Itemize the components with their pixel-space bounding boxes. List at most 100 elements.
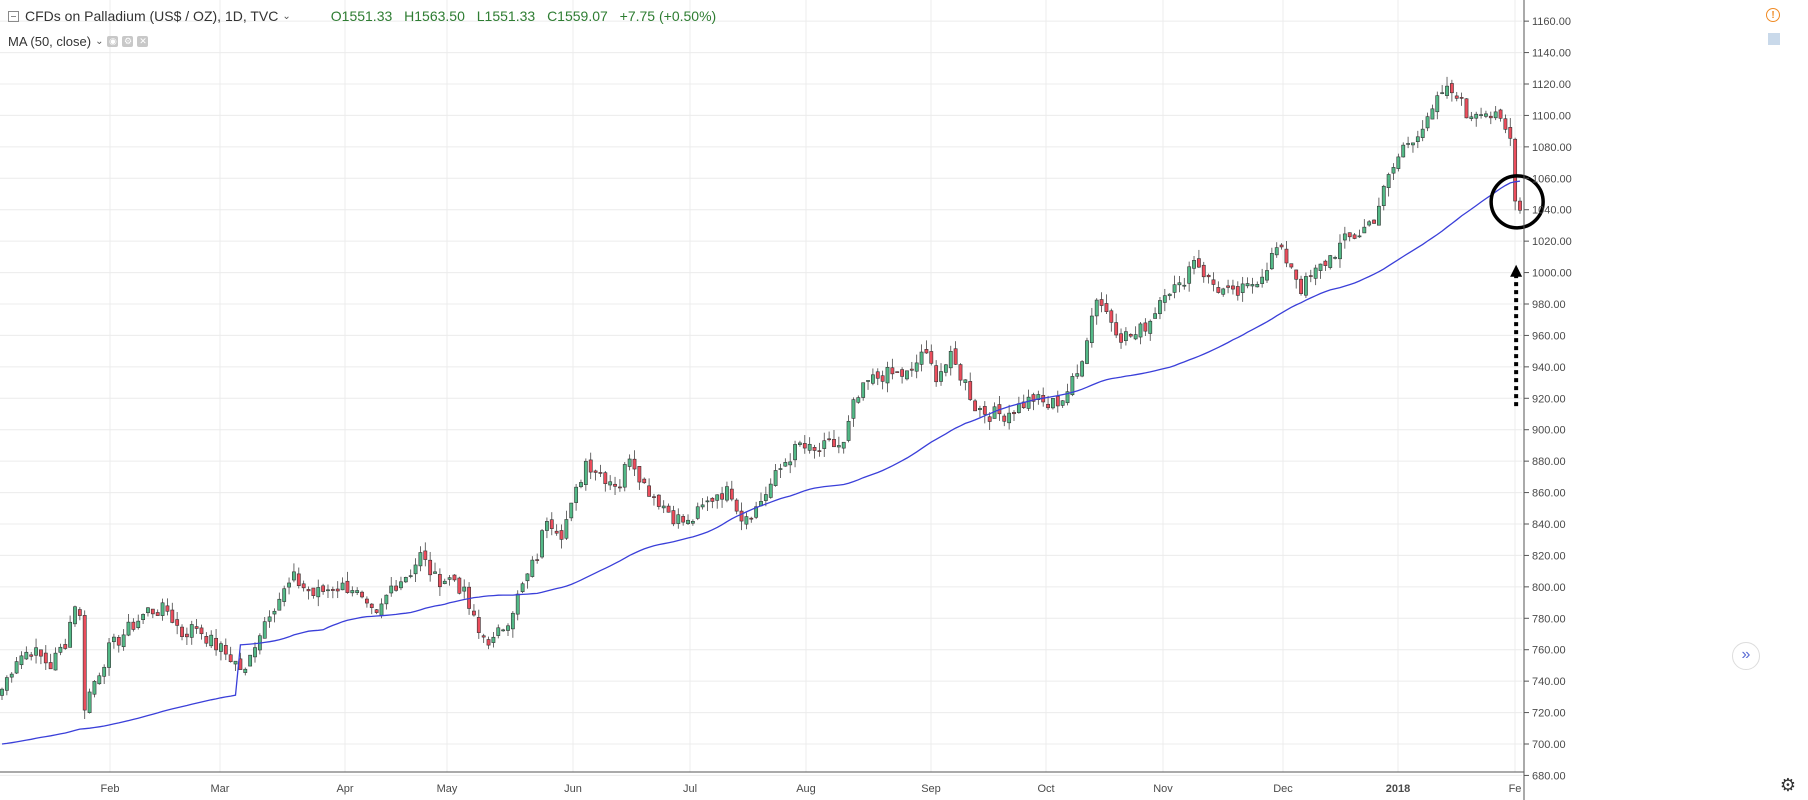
candle xyxy=(48,662,53,670)
y-tick-label: 780.00 xyxy=(1532,613,1566,625)
candle xyxy=(1016,403,1021,414)
y-tick-label: 800.00 xyxy=(1532,582,1566,594)
candle xyxy=(63,644,68,649)
candle xyxy=(77,609,82,616)
candle xyxy=(253,647,257,658)
scale-icon[interactable] xyxy=(1768,33,1780,45)
candle xyxy=(598,472,603,474)
candle xyxy=(968,381,973,400)
candle xyxy=(248,654,253,667)
chevron-down-icon[interactable]: ⌄ xyxy=(282,10,291,22)
candle xyxy=(335,588,340,592)
candle xyxy=(1474,113,1479,119)
candle xyxy=(661,505,666,509)
candle xyxy=(1333,257,1338,259)
candle xyxy=(603,472,608,485)
candle xyxy=(1479,114,1483,116)
candle xyxy=(1289,263,1294,268)
candle xyxy=(642,478,647,484)
candle xyxy=(885,366,890,384)
candle xyxy=(729,488,734,500)
symbol-title[interactable]: CFDs on Palladium (US$ / OZ), 1D, TVC xyxy=(25,8,279,24)
candle xyxy=(1085,340,1089,364)
candle xyxy=(1323,260,1328,266)
candle xyxy=(647,485,651,497)
candle xyxy=(1051,398,1055,409)
candle xyxy=(1279,244,1284,248)
candle xyxy=(1080,361,1085,377)
settings-gear-icon[interactable]: ⚙ xyxy=(1779,775,1796,795)
ohlc-values: O1551.33 H1563.50 L1551.33 C1559.07 +7.7… xyxy=(331,8,724,24)
candle xyxy=(666,505,671,513)
settings-icon[interactable]: ⚙ xyxy=(122,36,134,47)
y-tick-label: 1080.00 xyxy=(1532,142,1572,154)
open-value: O1551.33 xyxy=(330,8,393,24)
candle xyxy=(1445,85,1449,96)
candle xyxy=(1362,226,1367,234)
time-axis[interactable]: Feb Mar Apr May Jun Jul Aug Sep Oct Nov Dec 2018 Fe xyxy=(0,771,1524,795)
candle xyxy=(1493,111,1498,119)
candle xyxy=(496,627,501,636)
candle xyxy=(846,420,851,441)
candle xyxy=(160,602,165,616)
price-axis[interactable]: 680.00 700.00 720.00 740.00 760.00 780.00 800.… xyxy=(1523,0,1572,800)
candle xyxy=(671,510,676,525)
candle xyxy=(68,621,73,648)
candle xyxy=(1182,284,1187,287)
candle xyxy=(165,605,170,612)
candle xyxy=(559,530,564,540)
candle xyxy=(121,634,126,648)
candle xyxy=(690,521,695,524)
candle xyxy=(136,620,141,628)
candle xyxy=(900,369,904,377)
chevron-down-icon[interactable]: ⌄ xyxy=(95,36,104,47)
candle xyxy=(510,612,515,630)
collapse-box-icon[interactable] xyxy=(8,10,19,22)
candle xyxy=(1372,219,1376,224)
candle xyxy=(715,494,720,501)
candle xyxy=(549,519,554,529)
indicator-title[interactable]: MA (50, close) xyxy=(8,34,92,49)
visibility-icon[interactable]: ◉ xyxy=(107,36,119,47)
candle xyxy=(618,486,622,489)
symbol-legend: CFDs on Palladium (US$ / OZ), 1D, TVC ⌄ … xyxy=(8,8,724,24)
candle xyxy=(1240,283,1245,293)
candle xyxy=(194,626,199,629)
x-tick-label: Feb xyxy=(101,783,120,795)
y-tick-label: 1000.00 xyxy=(1532,268,1572,280)
candle xyxy=(374,609,379,613)
candle xyxy=(1308,275,1313,277)
candle xyxy=(219,643,223,652)
candle xyxy=(1235,286,1240,296)
candle xyxy=(39,649,43,657)
candle xyxy=(233,660,238,665)
candle xyxy=(943,364,948,373)
candle xyxy=(1415,136,1420,142)
candle xyxy=(1498,109,1503,119)
candle xyxy=(321,585,326,592)
candle xyxy=(924,349,929,354)
candle xyxy=(209,634,214,647)
candle xyxy=(1046,403,1050,409)
candle xyxy=(1226,285,1230,288)
candle xyxy=(1231,285,1235,290)
candle xyxy=(579,482,583,488)
candle xyxy=(1377,205,1381,226)
close-icon[interactable]: ✕ xyxy=(137,36,149,47)
candle xyxy=(963,379,968,383)
candle xyxy=(554,530,559,534)
x-tick-label: Apr xyxy=(336,783,353,795)
candle xyxy=(856,397,861,403)
candle xyxy=(1352,234,1357,239)
y-tick-label: 740.00 xyxy=(1532,676,1566,688)
candle xyxy=(1167,293,1172,297)
candle xyxy=(1304,276,1308,296)
x-tick-label: Mar xyxy=(211,783,230,795)
candle xyxy=(1513,138,1518,202)
alert-icon[interactable]: ! xyxy=(1766,8,1780,22)
candle xyxy=(0,688,4,696)
go-to-latest-icon[interactable]: » xyxy=(1732,642,1760,670)
y-tick-label: 700.00 xyxy=(1532,739,1566,751)
annotation-group xyxy=(1489,174,1545,407)
